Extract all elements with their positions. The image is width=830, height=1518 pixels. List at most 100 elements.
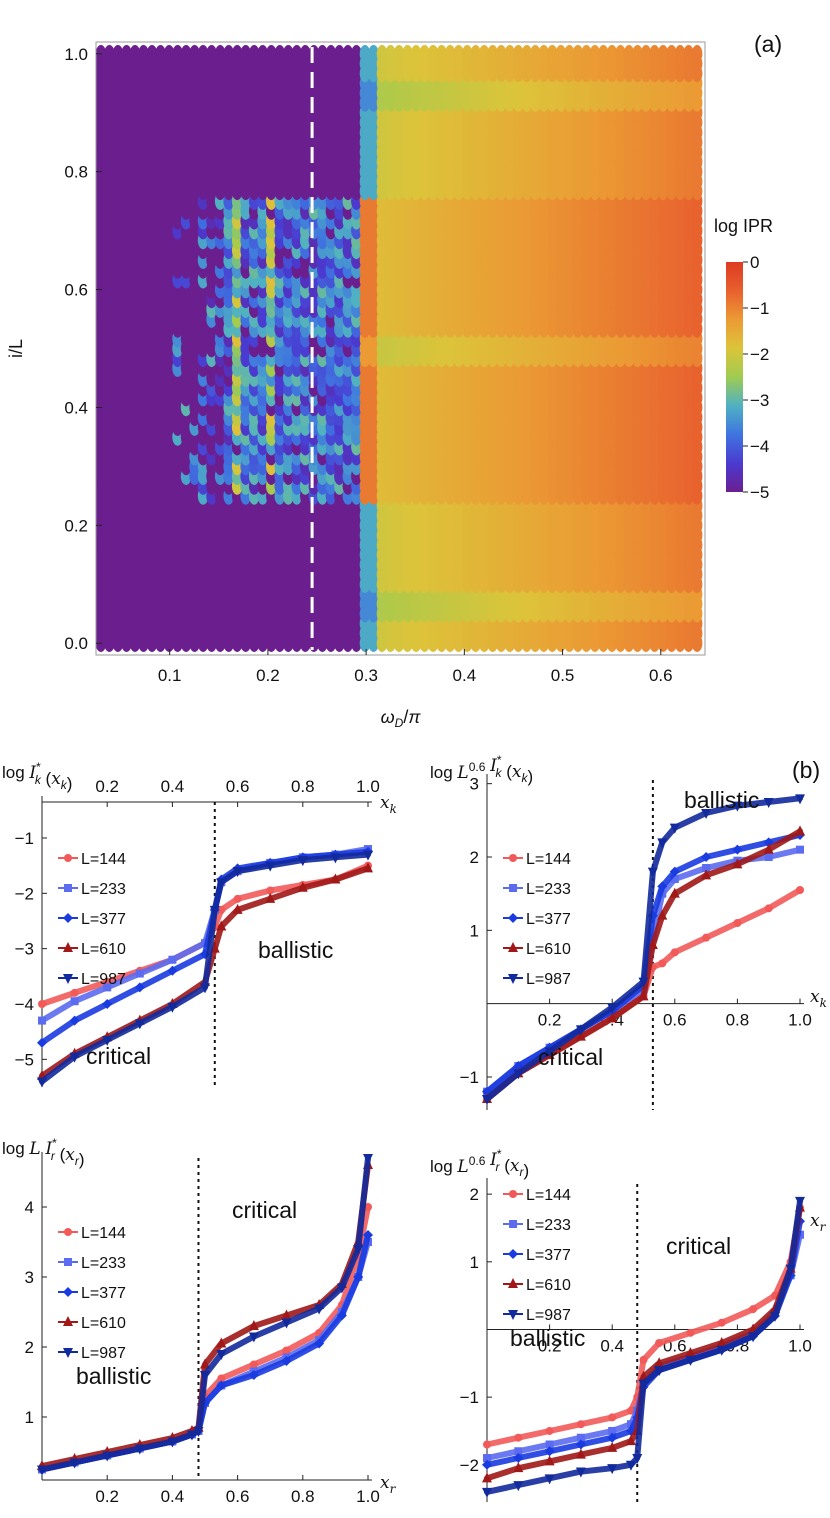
data-point [216,1350,227,1360]
series-L=987 [482,1196,805,1498]
legend-label: L=987 [81,971,126,988]
legend-label: L=610 [81,941,126,958]
heatmap-cell [606,45,618,63]
x-tick-label: 0.6 [226,1487,250,1506]
data-point [282,1346,291,1355]
data-point [509,1190,517,1198]
data-point [785,1264,796,1275]
data-point [63,1316,73,1326]
data-point [482,1459,492,1470]
data-point [509,854,517,862]
data-point [638,1379,649,1390]
data-point [69,1015,80,1026]
data-point [37,1037,47,1048]
data-point [607,1441,618,1452]
legend-label: L=377 [81,1285,126,1302]
data-point [363,850,373,861]
heatmap-cell [257,45,269,63]
data-point [483,1454,491,1463]
data-point [508,1310,518,1320]
heatmap-cell [359,45,371,63]
data-point [216,1337,227,1348]
heatmap-cell [615,45,626,63]
data-point [544,1455,555,1466]
data-point [482,1487,492,1498]
data-point [544,1047,555,1058]
data-point [655,1339,664,1347]
data-point [168,955,177,964]
heatmap-cell [495,45,507,63]
data-point [63,1348,73,1358]
heatmap-cell [547,45,558,63]
heatmap-cell [231,45,243,63]
data-point [248,1320,259,1330]
data-point [685,1355,696,1366]
data-point [716,1345,727,1356]
heatmap-cell [385,45,396,63]
data-point [37,1465,47,1476]
heatmap-cell [291,45,303,63]
heatmap-cell [427,45,439,63]
heatmap-cell [538,45,550,63]
panel-b-label: (b) [792,757,820,783]
colorbar-tick-label: −1 [750,299,769,318]
x-tick-label: 0.2 [256,666,280,685]
data-point [186,1430,197,1441]
data-point [509,884,517,892]
heatmap-cell [325,45,337,63]
heatmap-cell [410,45,422,63]
data-point [654,1366,665,1377]
data-point [200,1371,210,1381]
data-point [513,1069,524,1080]
data-point [297,881,308,892]
data-point [483,1440,491,1449]
colorbar-tick-label: −4 [750,437,769,456]
data-point [658,959,667,968]
legend-label: L=377 [526,911,571,928]
data-point [508,913,518,923]
legend-label: L=987 [81,1345,126,1362]
data-point [764,904,773,913]
heatmap-cell [632,45,643,63]
data-point [363,862,373,873]
data-point [686,1328,695,1337]
data-point [717,1318,726,1327]
heatmap-cell [138,45,149,63]
data-point [38,999,46,1008]
data-point [167,1437,178,1448]
data-point [281,1309,292,1320]
data-point [513,1462,524,1473]
heatmap-cell [513,45,524,63]
y-tick-label: 0.6 [64,281,88,300]
data-point [64,854,72,862]
data-point [103,983,112,992]
heatmap-cell [623,45,635,63]
y-axis-label: log L0.6 I* r (xr) [430,1147,529,1180]
x-axis-label: xr [380,1473,397,1496]
data-point [796,845,804,854]
data-point [508,974,518,984]
y-axis-label: i/L [6,339,26,358]
legend-label: L=233 [526,881,571,898]
y-tick-label: −1 [15,829,34,848]
data-point [363,1230,373,1240]
data-point [545,1426,554,1435]
legend-label: L=987 [526,1307,571,1324]
data-point [575,1448,586,1459]
y-tick-label: 0.0 [64,634,88,653]
data-point [134,982,145,993]
data-point [363,1154,373,1164]
data-point [796,886,804,894]
heatmap-cell [300,45,311,63]
legend-label: L=233 [81,1255,126,1272]
x-axis-label: ωD/π [381,707,422,730]
y-axis-label: log I* k (xk) [2,760,72,793]
data-point [509,1220,517,1228]
data-point [314,1304,325,1315]
data-point [482,1472,492,1483]
y-tick-label: 0.4 [64,398,88,417]
data-point [63,1287,73,1297]
